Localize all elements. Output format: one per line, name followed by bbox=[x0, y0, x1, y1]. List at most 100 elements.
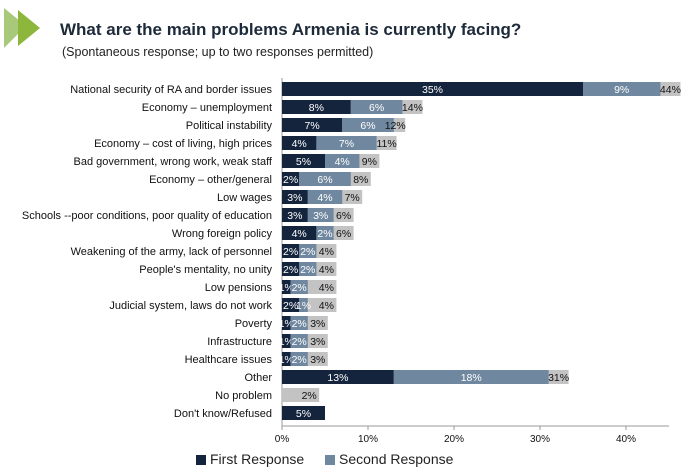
first-response-value-label: 3% bbox=[287, 210, 302, 222]
second-response-value-label: 6% bbox=[369, 102, 384, 114]
second-response-bar bbox=[325, 154, 360, 168]
category-label: Bad government, wrong work, weak staff bbox=[73, 156, 272, 168]
second-response-bar bbox=[299, 298, 308, 312]
first-response-value-label: 13% bbox=[327, 372, 348, 384]
first-response-bar bbox=[282, 244, 300, 258]
category-label: Don't know/Refused bbox=[174, 408, 272, 420]
second-response-bar bbox=[290, 316, 308, 330]
first-response-value-label: 1% bbox=[279, 318, 294, 330]
category-label: Poverty bbox=[235, 318, 273, 330]
second-response-value-label: 2% bbox=[317, 228, 332, 240]
first-response-value-label: 1% bbox=[279, 354, 294, 366]
second-response-bar bbox=[393, 370, 549, 384]
first-response-value-label: 3% bbox=[287, 192, 302, 204]
second-response-bar bbox=[316, 226, 334, 240]
category-label: Low wages bbox=[217, 192, 273, 204]
legend-swatch-second-response bbox=[325, 455, 335, 465]
first-response-bar bbox=[282, 172, 300, 186]
chart-subtitle: (Spontaneous response; up to two respons… bbox=[62, 45, 374, 59]
category-label: Infrastructure bbox=[207, 336, 272, 348]
total-bar bbox=[282, 388, 320, 402]
x-tick-label: 0% bbox=[275, 434, 290, 445]
category-label: Political instability bbox=[186, 120, 273, 132]
second-response-value-label: 4% bbox=[335, 156, 350, 168]
second-response-value-label: 2% bbox=[300, 264, 315, 276]
second-response-bar bbox=[307, 208, 334, 222]
total-value-label: 4% bbox=[319, 300, 334, 312]
total-value-label: 6% bbox=[336, 210, 351, 222]
total-value-label: 4% bbox=[319, 246, 334, 258]
logo-arrow-icon bbox=[0, 0, 50, 60]
first-response-bar bbox=[282, 190, 308, 204]
first-response-value-label: 2% bbox=[283, 300, 298, 312]
second-response-value-label: 3% bbox=[313, 210, 328, 222]
second-response-bar bbox=[583, 82, 661, 96]
total-value-label: 3% bbox=[310, 318, 325, 330]
second-response-bar bbox=[290, 334, 308, 348]
first-response-bar bbox=[282, 334, 291, 348]
first-response-value-label: 4% bbox=[292, 138, 307, 150]
category-label: Economy – unemployment bbox=[142, 102, 272, 114]
second-response-bar bbox=[342, 118, 394, 132]
category-label: Weakening of the army, lack of personnel bbox=[71, 246, 272, 258]
first-response-bar bbox=[282, 226, 317, 240]
total-value-label: 44% bbox=[660, 84, 681, 96]
second-response-bar bbox=[350, 100, 403, 114]
legend-label-first-response: First Response bbox=[210, 451, 304, 467]
total-value-label: 7% bbox=[345, 192, 360, 204]
second-response-bar bbox=[307, 190, 343, 204]
second-response-bar bbox=[290, 352, 308, 366]
first-response-bar bbox=[282, 352, 291, 366]
second-response-value-label: 7% bbox=[339, 138, 354, 150]
category-label: People's mentality, no unity bbox=[139, 264, 272, 276]
first-response-value-label: 5% bbox=[296, 156, 311, 168]
second-response-value-label: 9% bbox=[614, 84, 629, 96]
first-response-bar bbox=[282, 316, 291, 330]
first-response-bar bbox=[282, 370, 394, 384]
second-response-value-label: 2% bbox=[300, 246, 315, 258]
first-response-bar bbox=[282, 118, 343, 132]
second-response-value-label: 6% bbox=[317, 174, 332, 186]
first-response-bar bbox=[282, 154, 325, 168]
first-response-value-label: 5% bbox=[296, 408, 311, 420]
category-label: Other bbox=[244, 372, 272, 384]
first-response-bar bbox=[282, 298, 300, 312]
total-value-label: 3% bbox=[310, 354, 325, 366]
first-response-value-label: 4% bbox=[292, 228, 307, 240]
first-response-value-label: 2% bbox=[283, 246, 298, 258]
first-response-value-label: 2% bbox=[283, 264, 298, 276]
total-value-label: 11% bbox=[376, 138, 396, 150]
first-response-value-label: 1% bbox=[279, 282, 294, 294]
total-value-label: 2% bbox=[302, 390, 317, 402]
total-value-label: 4% bbox=[319, 282, 334, 294]
second-response-value-label: 6% bbox=[360, 120, 375, 132]
chart-title: What are the main problems Armenia is cu… bbox=[60, 20, 522, 39]
second-response-bar bbox=[290, 280, 308, 294]
total-value-label: 12% bbox=[385, 120, 406, 132]
second-response-value-label: 1% bbox=[296, 300, 311, 312]
first-response-bar bbox=[282, 208, 308, 222]
legend-swatch-first-response bbox=[196, 455, 206, 465]
category-label: National security of RA and border issue… bbox=[70, 84, 272, 96]
category-label: Economy – cost of living, high prices bbox=[94, 138, 272, 150]
x-tick-label: 20% bbox=[444, 434, 464, 445]
total-value-label: 6% bbox=[336, 228, 351, 240]
second-response-value-label: 18% bbox=[461, 372, 482, 384]
category-label: Low pensions bbox=[205, 282, 273, 294]
legend-label-second-response: Second Response bbox=[339, 451, 454, 467]
first-response-bar bbox=[282, 406, 325, 420]
x-tick-label: 30% bbox=[530, 434, 550, 445]
total-value-label: 8% bbox=[353, 174, 368, 186]
total-value-label: 9% bbox=[362, 156, 377, 168]
category-label: Economy – other/general bbox=[149, 174, 272, 186]
second-response-bar bbox=[299, 244, 317, 258]
second-response-value-label: 2% bbox=[292, 354, 307, 366]
total-value-label: 4% bbox=[319, 264, 334, 276]
second-response-bar bbox=[316, 136, 377, 150]
second-response-value-label: 2% bbox=[292, 282, 307, 294]
first-response-value-label: 8% bbox=[309, 102, 324, 114]
first-response-bar bbox=[282, 262, 300, 276]
first-response-value-label: 2% bbox=[283, 174, 298, 186]
total-value-label: 3% bbox=[310, 336, 325, 348]
